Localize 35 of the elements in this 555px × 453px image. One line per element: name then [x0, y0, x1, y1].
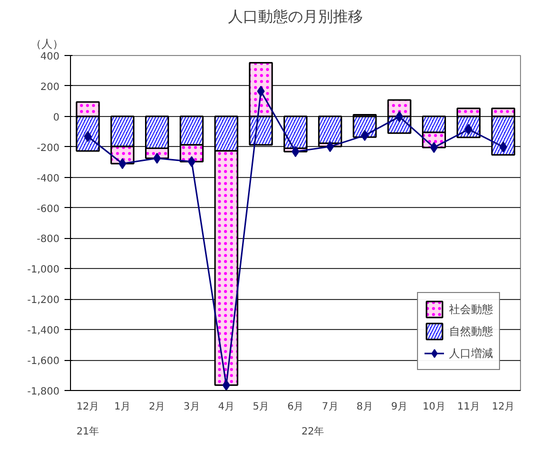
text: 21年 — [76, 426, 100, 438]
legend-label: 社会動態 — [449, 302, 493, 316]
x-tick-label: 11月 — [457, 402, 480, 412]
text: 22年 — [301, 426, 324, 438]
y-tick-label: 400 — [40, 52, 60, 62]
x-tick-label: 3月 — [183, 402, 200, 412]
x-tick-label: 1月 — [114, 402, 131, 412]
x-tick-label: 2月 — [148, 402, 166, 412]
legend-label: 人口増減 — [449, 346, 493, 360]
y-tick-label: -400 — [36, 173, 60, 184]
x-tick-label: 10月 — [422, 402, 446, 412]
y-tick-label: -1,800 — [27, 386, 60, 398]
y-tick-label: -1,600 — [27, 356, 60, 368]
y-tick-label: 200 — [40, 82, 60, 93]
y-tick-label: -1,000 — [27, 264, 60, 276]
x-tick-label: 7月 — [322, 402, 338, 412]
point — [499, 141, 508, 152]
x-tick-label: 8月 — [356, 402, 373, 412]
x-tick-label: 6月 — [287, 402, 304, 412]
y-tick-label: -800 — [36, 234, 60, 246]
y-tick-label: 0 — [53, 112, 60, 124]
x-tick-label: 12月 — [492, 402, 515, 412]
y-tick-label: -200 — [36, 142, 60, 154]
y-axis-title: （人） — [30, 38, 64, 50]
x-tick-label: 5月 — [252, 402, 270, 412]
chart-title: 人口動態の月別推移 — [228, 8, 363, 26]
y-tick-label: -1,400 — [27, 326, 60, 337]
x-tick-label: 4月 — [218, 402, 234, 412]
point — [222, 380, 230, 390]
legend-label: 自然動態 — [449, 324, 493, 338]
point — [360, 130, 369, 141]
y-tick-label: -600 — [36, 204, 60, 215]
x-tick-label: 9月 — [391, 402, 408, 412]
y-tick-label: -1,200 — [27, 295, 60, 306]
x-tick-label: 12月 — [76, 402, 100, 412]
